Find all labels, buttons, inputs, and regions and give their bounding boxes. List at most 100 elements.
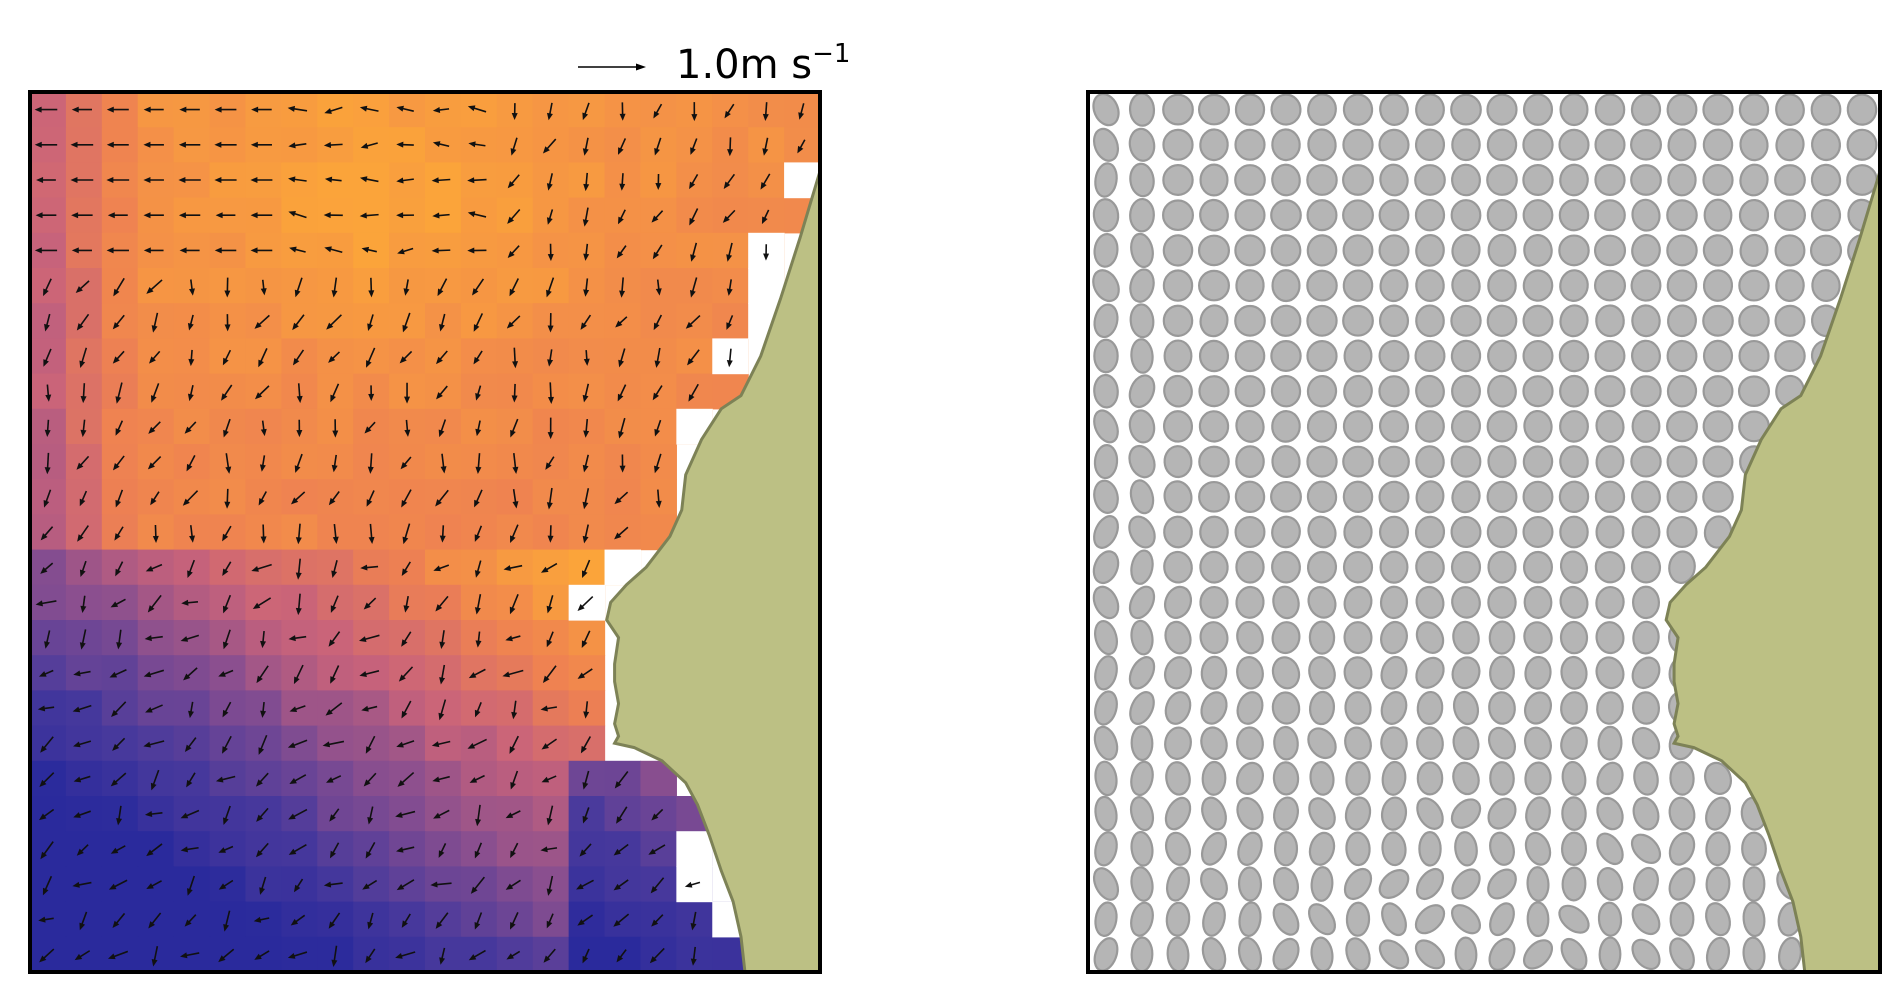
strain-ellipse — [1415, 93, 1445, 126]
velocity-arrowhead — [510, 429, 516, 438]
strain-ellipse — [1199, 304, 1229, 338]
strain-ellipse — [1774, 234, 1806, 267]
velocity-arrowhead — [250, 177, 258, 183]
deformation-panel — [1086, 90, 1882, 974]
velocity-arrowhead — [546, 888, 553, 896]
strain-ellipse — [1092, 867, 1120, 901]
strain-ellipse — [1234, 93, 1266, 126]
strain-ellipse — [1595, 304, 1625, 338]
strain-ellipse — [1128, 585, 1156, 620]
strain-ellipse — [1486, 480, 1518, 513]
velocity-arrowhead — [43, 288, 49, 297]
velocity-arrowhead — [397, 779, 405, 787]
velocity-arrowhead — [582, 112, 589, 121]
strain-ellipse — [1092, 127, 1120, 162]
velocity-arrowhead — [654, 465, 660, 474]
strain-ellipse — [1415, 621, 1445, 654]
strain-ellipse — [1343, 867, 1373, 901]
velocity-arrowhead — [143, 212, 151, 219]
strain-ellipse — [1846, 93, 1878, 126]
velocity-arrowhead — [116, 817, 123, 826]
strain-ellipse — [1702, 410, 1734, 443]
strain-ellipse — [1738, 93, 1770, 126]
velocity-arrowhead — [184, 744, 192, 753]
strain-ellipse — [1738, 304, 1770, 337]
strain-ellipse — [1487, 797, 1517, 830]
velocity-arrowhead — [330, 676, 336, 684]
velocity-arrowhead — [107, 212, 115, 219]
strain-ellipse — [1414, 128, 1446, 162]
velocity-arrowhead — [510, 148, 517, 156]
svg-text:1.0m s−1: 1.0m s−1 — [676, 39, 850, 88]
strain-ellipse — [1237, 866, 1263, 902]
velocity-arrowhead — [76, 323, 84, 331]
strain-ellipse — [1669, 761, 1695, 796]
velocity-arrowhead — [180, 636, 189, 642]
strain-ellipse — [1522, 375, 1554, 408]
strain-ellipse — [1702, 234, 1734, 267]
velocity-arrowhead — [474, 607, 481, 615]
velocity-arrowhead — [547, 535, 554, 543]
velocity-arrowhead — [583, 289, 590, 297]
velocity-arrowhead — [399, 356, 407, 364]
velocity-arrowhead — [614, 781, 622, 789]
velocity-arrowhead — [187, 393, 194, 402]
strain-ellipse — [1631, 726, 1661, 760]
strain-ellipse — [1198, 445, 1230, 478]
velocity-arrowhead — [688, 394, 695, 402]
velocity-arrowhead — [546, 289, 552, 298]
strain-ellipse — [1809, 234, 1843, 267]
velocity-arrowhead — [438, 712, 445, 721]
strain-ellipse — [1596, 796, 1624, 831]
strain-ellipse — [1306, 445, 1338, 478]
velocity-arrowhead — [34, 247, 42, 254]
strain-ellipse — [1450, 199, 1482, 232]
velocity-arrowhead — [107, 953, 116, 960]
velocity-arrowhead — [468, 672, 477, 679]
velocity-arrowhead — [37, 705, 46, 712]
velocity-arrowhead — [401, 568, 408, 576]
strain-ellipse — [1631, 656, 1661, 690]
velocity-arrowhead — [178, 141, 186, 148]
strain-ellipse — [1130, 725, 1154, 762]
velocity-arrowhead — [395, 953, 403, 959]
strain-ellipse — [1559, 269, 1589, 302]
velocity-arrowhead — [224, 324, 231, 332]
velocity-arrowhead — [225, 466, 232, 474]
velocity-arrowhead — [365, 746, 372, 754]
strain-ellipse — [1200, 691, 1228, 725]
strain-ellipse — [1630, 375, 1662, 408]
strain-ellipse — [1130, 866, 1154, 902]
strain-ellipse — [1343, 621, 1373, 655]
strain-ellipse — [1094, 620, 1118, 656]
velocity-arrowhead — [582, 148, 589, 156]
strain-ellipse — [1559, 304, 1589, 338]
strain-ellipse — [1378, 515, 1410, 549]
strain-ellipse — [1702, 480, 1734, 513]
velocity-arrowhead — [255, 779, 263, 787]
velocity-arrowhead — [396, 741, 404, 748]
velocity-arrowhead — [726, 288, 733, 296]
strain-ellipse — [1594, 551, 1626, 584]
velocity-arrowhead — [540, 846, 548, 853]
velocity-arrowhead — [114, 533, 121, 541]
strain-ellipse — [1559, 93, 1589, 127]
strain-ellipse — [1666, 234, 1698, 267]
strain-ellipse — [1344, 726, 1372, 760]
strain-ellipse — [1488, 620, 1516, 655]
velocity-arrowhead — [110, 779, 118, 787]
velocity-arrowhead — [151, 959, 158, 967]
velocity-arrowhead — [439, 535, 446, 543]
strain-ellipse — [1307, 586, 1337, 619]
velocity-arrowhead — [433, 812, 441, 819]
velocity-arrowhead — [331, 570, 338, 579]
strain-ellipse — [1130, 936, 1154, 972]
velocity-arrowhead — [651, 813, 659, 821]
velocity-arrowhead — [289, 706, 298, 712]
velocity-arrowhead — [616, 816, 623, 824]
strain-ellipse — [1342, 199, 1374, 232]
velocity-arrowhead — [109, 671, 118, 678]
strain-ellipse — [1452, 620, 1480, 655]
strain-ellipse — [1271, 410, 1301, 443]
strain-ellipse — [1558, 234, 1590, 267]
